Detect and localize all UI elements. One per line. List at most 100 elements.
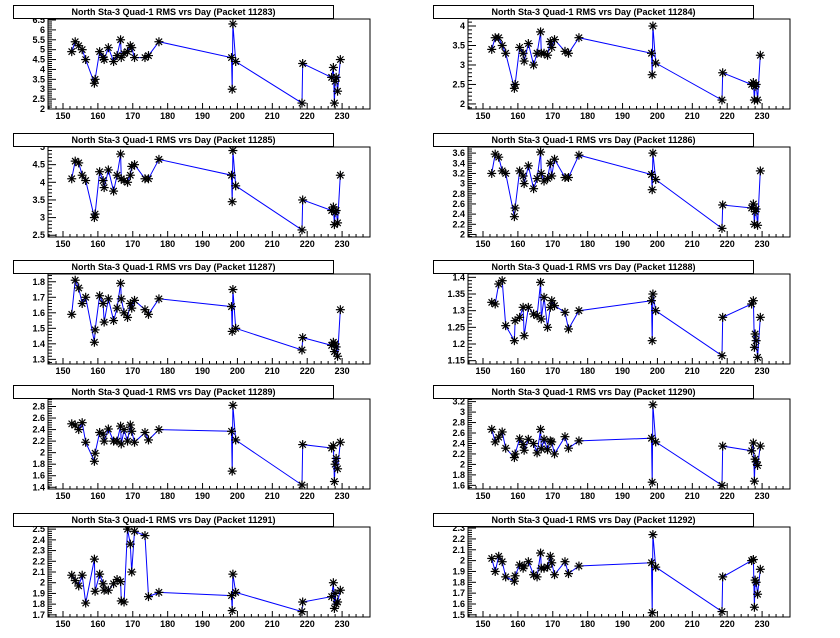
- data-point: [560, 557, 570, 567]
- data-point: [490, 437, 500, 447]
- y-tick-label: 5: [40, 45, 45, 55]
- data-point: [547, 296, 557, 306]
- data-point: [103, 424, 113, 434]
- data-point: [298, 195, 308, 205]
- data-point: [228, 569, 238, 579]
- data-point: [298, 59, 308, 69]
- x-tick-label: 230: [755, 366, 770, 376]
- data-point: [494, 551, 504, 561]
- x-tick-label: 220: [300, 619, 315, 629]
- y-tick-label: 3.2: [452, 397, 465, 407]
- x-tick-label: 170: [125, 491, 140, 501]
- y-tick-label: 3: [460, 60, 465, 70]
- data-point: [648, 400, 658, 410]
- data-point: [753, 95, 763, 105]
- data-point: [140, 305, 150, 315]
- x-tick-label: 160: [510, 366, 525, 376]
- y-tick-label: 1.7: [32, 292, 45, 302]
- data-point: [532, 572, 542, 582]
- chart-panel: North Sta-3 Quad-1 RMS vrs Day (Packet 1…: [0, 0, 420, 127]
- data-point: [536, 444, 546, 454]
- chart-title: North Sta-3 Quad-1 RMS vrs Day (Packet 1…: [433, 260, 754, 274]
- data-point: [228, 285, 238, 295]
- plot-frame: [467, 146, 791, 238]
- data-point: [130, 526, 140, 536]
- chart-panel: North Sta-3 Quad-1 RMS vrs Day (Packet 1…: [0, 380, 420, 507]
- data-point: [536, 27, 546, 37]
- data-point: [328, 441, 338, 451]
- chart-panel: North Sta-3 Quad-1 RMS vrs Day (Packet 1…: [0, 255, 420, 382]
- data-point: [67, 174, 77, 184]
- data-point: [501, 572, 511, 582]
- chart-title: North Sta-3 Quad-1 RMS vrs Day (Packet 1…: [13, 385, 334, 399]
- data-point: [648, 289, 658, 299]
- data-point: [509, 212, 519, 222]
- data-point: [116, 278, 126, 288]
- x-tick-label: 200: [230, 491, 245, 501]
- data-point: [648, 148, 658, 158]
- data-point: [749, 602, 759, 612]
- x-tick-label: 220: [720, 366, 735, 376]
- data-point: [718, 68, 728, 78]
- data-point: [487, 44, 497, 54]
- data-point: [143, 51, 153, 61]
- y-tick-label: 1.5: [452, 610, 465, 620]
- data-point: [130, 53, 140, 63]
- data-point: [523, 161, 533, 171]
- data-point: [515, 312, 525, 322]
- x-tick-label: 180: [160, 491, 175, 501]
- data-point: [89, 456, 99, 466]
- data-point: [647, 336, 657, 346]
- data-point: [333, 351, 343, 361]
- y-tick-label: 1.5: [32, 323, 45, 333]
- x-tick-label: 190: [615, 366, 630, 376]
- x-tick-label: 150: [475, 491, 490, 501]
- y-tick-label: 6.5: [32, 15, 45, 25]
- y-tick-label: 2.6: [452, 428, 465, 438]
- y-tick-label: 3: [40, 213, 45, 223]
- x-tick-label: 210: [685, 491, 700, 501]
- data-point: [67, 309, 77, 319]
- plot-frame: [467, 273, 791, 365]
- x-tick-label: 180: [580, 239, 595, 249]
- x-tick-label: 150: [55, 491, 70, 501]
- y-tick-label: 2.4: [452, 438, 465, 448]
- data-point: [119, 425, 129, 435]
- data-point: [335, 55, 345, 65]
- x-tick-label: 170: [125, 239, 140, 249]
- y-tick-label: 2: [40, 578, 45, 588]
- data-point: [539, 292, 549, 302]
- data-point: [95, 47, 105, 57]
- x-tick-label: 170: [545, 619, 560, 629]
- data-point: [227, 53, 237, 63]
- data-point: [497, 40, 507, 50]
- data-point: [74, 425, 84, 435]
- x-tick-label: 190: [615, 491, 630, 501]
- data-point: [154, 154, 164, 164]
- x-tick-label: 200: [650, 111, 665, 121]
- data-point: [545, 551, 555, 561]
- y-tick-label: 2.2: [452, 449, 465, 459]
- data-point: [74, 158, 84, 168]
- data-point: [753, 220, 763, 230]
- data-point: [298, 440, 308, 450]
- data-point: [298, 597, 308, 607]
- y-tick-label: 2.5: [32, 94, 45, 104]
- data-point: [536, 314, 546, 324]
- x-tick-label: 200: [230, 366, 245, 376]
- data-point: [563, 48, 573, 58]
- y-tick-label: 4.5: [32, 160, 45, 170]
- x-tick-label: 200: [230, 111, 245, 121]
- x-tick-label: 220: [300, 366, 315, 376]
- y-tick-label: 1.6: [452, 480, 465, 490]
- y-tick-label: 1.8: [452, 470, 465, 480]
- data-point: [333, 464, 343, 474]
- data-point: [335, 585, 345, 595]
- x-tick-label: 210: [685, 111, 700, 121]
- plot-svg: 150 160 170 180 190 200 210 220 230 1.51.61.71.81…: [452, 523, 791, 629]
- data-point: [112, 303, 122, 313]
- y-tick-label: 3: [40, 84, 45, 94]
- data-point: [227, 606, 237, 616]
- data-point: [497, 557, 507, 567]
- data-point: [231, 587, 241, 597]
